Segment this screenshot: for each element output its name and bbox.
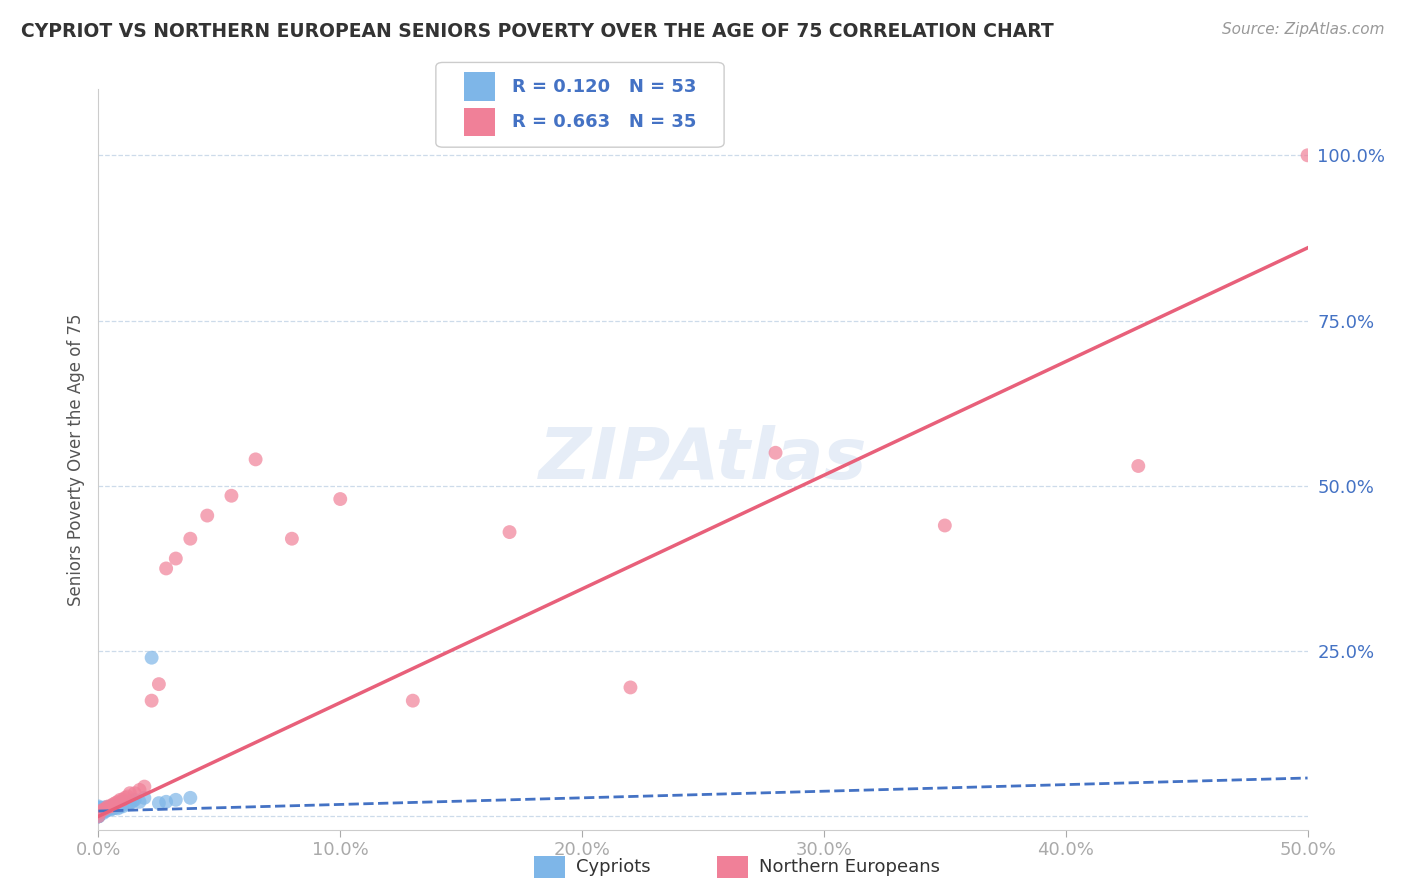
Point — [90, 801, 112, 815]
Point — [281, 532, 304, 546]
Point — [91, 803, 114, 817]
Point — [108, 799, 131, 814]
Point — [111, 795, 134, 809]
Point — [87, 799, 110, 814]
Point — [107, 797, 129, 812]
Point — [87, 809, 110, 823]
Point — [87, 805, 110, 819]
Point — [111, 793, 134, 807]
Point — [117, 797, 139, 812]
Point — [104, 796, 127, 810]
Point — [101, 798, 124, 813]
Point — [97, 799, 120, 814]
Text: Northern Europeans: Northern Europeans — [759, 858, 941, 876]
Text: ZIPAtlas: ZIPAtlas — [538, 425, 868, 494]
Point — [141, 693, 163, 707]
Point — [94, 804, 117, 818]
Point — [619, 681, 641, 695]
Point — [402, 693, 425, 707]
Point — [148, 677, 170, 691]
Point — [221, 489, 243, 503]
Point — [90, 804, 112, 818]
Point — [87, 809, 110, 823]
Text: Cypriots: Cypriots — [576, 858, 651, 876]
Point — [87, 807, 110, 822]
Point — [87, 805, 110, 820]
Point — [1296, 148, 1319, 162]
Point — [104, 798, 127, 813]
Text: R = 0.120   N = 53: R = 0.120 N = 53 — [512, 78, 696, 95]
Point — [128, 783, 150, 797]
Text: Source: ZipAtlas.com: Source: ZipAtlas.com — [1222, 22, 1385, 37]
Point — [179, 532, 201, 546]
Point — [104, 801, 127, 815]
Point — [91, 803, 114, 817]
Point — [87, 801, 110, 815]
Point — [155, 561, 177, 575]
Point — [329, 491, 352, 506]
Point — [87, 805, 110, 820]
Point — [100, 803, 122, 817]
Point — [245, 452, 267, 467]
Point — [91, 801, 114, 815]
Point — [94, 800, 117, 814]
Point — [87, 804, 110, 818]
Point — [91, 805, 114, 820]
Point — [118, 786, 141, 800]
Point — [90, 804, 112, 818]
Point — [765, 446, 787, 460]
Point — [87, 808, 110, 822]
Point — [165, 551, 187, 566]
Point — [87, 801, 110, 815]
Point — [134, 790, 156, 805]
Point — [87, 805, 110, 820]
Point — [87, 806, 110, 821]
Point — [100, 799, 122, 814]
Point — [124, 793, 146, 807]
Point — [87, 809, 110, 823]
Point — [121, 795, 143, 809]
Point — [107, 801, 129, 815]
Point — [134, 780, 156, 794]
Y-axis label: Seniors Poverty Over the Age of 75: Seniors Poverty Over the Age of 75 — [66, 313, 84, 606]
Point — [94, 801, 117, 815]
Point — [117, 789, 139, 804]
Point — [101, 801, 124, 815]
Point — [934, 518, 956, 533]
Point — [128, 795, 150, 809]
Text: CYPRIOT VS NORTHERN EUROPEAN SENIORS POVERTY OVER THE AGE OF 75 CORRELATION CHAR: CYPRIOT VS NORTHERN EUROPEAN SENIORS POV… — [21, 22, 1054, 41]
Point — [179, 790, 201, 805]
Point — [87, 803, 110, 817]
Point — [155, 795, 177, 809]
Point — [97, 803, 120, 817]
Point — [124, 786, 146, 800]
Point — [165, 793, 187, 807]
Point — [87, 804, 110, 818]
Point — [108, 793, 131, 807]
Point — [498, 525, 520, 540]
Point — [100, 799, 122, 814]
Point — [87, 809, 110, 823]
Point — [94, 803, 117, 817]
Point — [114, 790, 136, 805]
Point — [1128, 458, 1150, 473]
Text: R = 0.663   N = 35: R = 0.663 N = 35 — [512, 113, 696, 131]
Point — [97, 801, 120, 815]
Point — [87, 802, 110, 816]
Point — [108, 796, 131, 810]
Point — [141, 650, 163, 665]
Point — [111, 799, 134, 814]
Point — [148, 796, 170, 810]
Point — [91, 805, 114, 819]
Point — [90, 805, 112, 820]
Point — [101, 797, 124, 812]
Point — [87, 805, 110, 819]
Point — [107, 795, 129, 809]
Point — [87, 809, 110, 823]
Point — [195, 508, 218, 523]
Point — [118, 796, 141, 810]
